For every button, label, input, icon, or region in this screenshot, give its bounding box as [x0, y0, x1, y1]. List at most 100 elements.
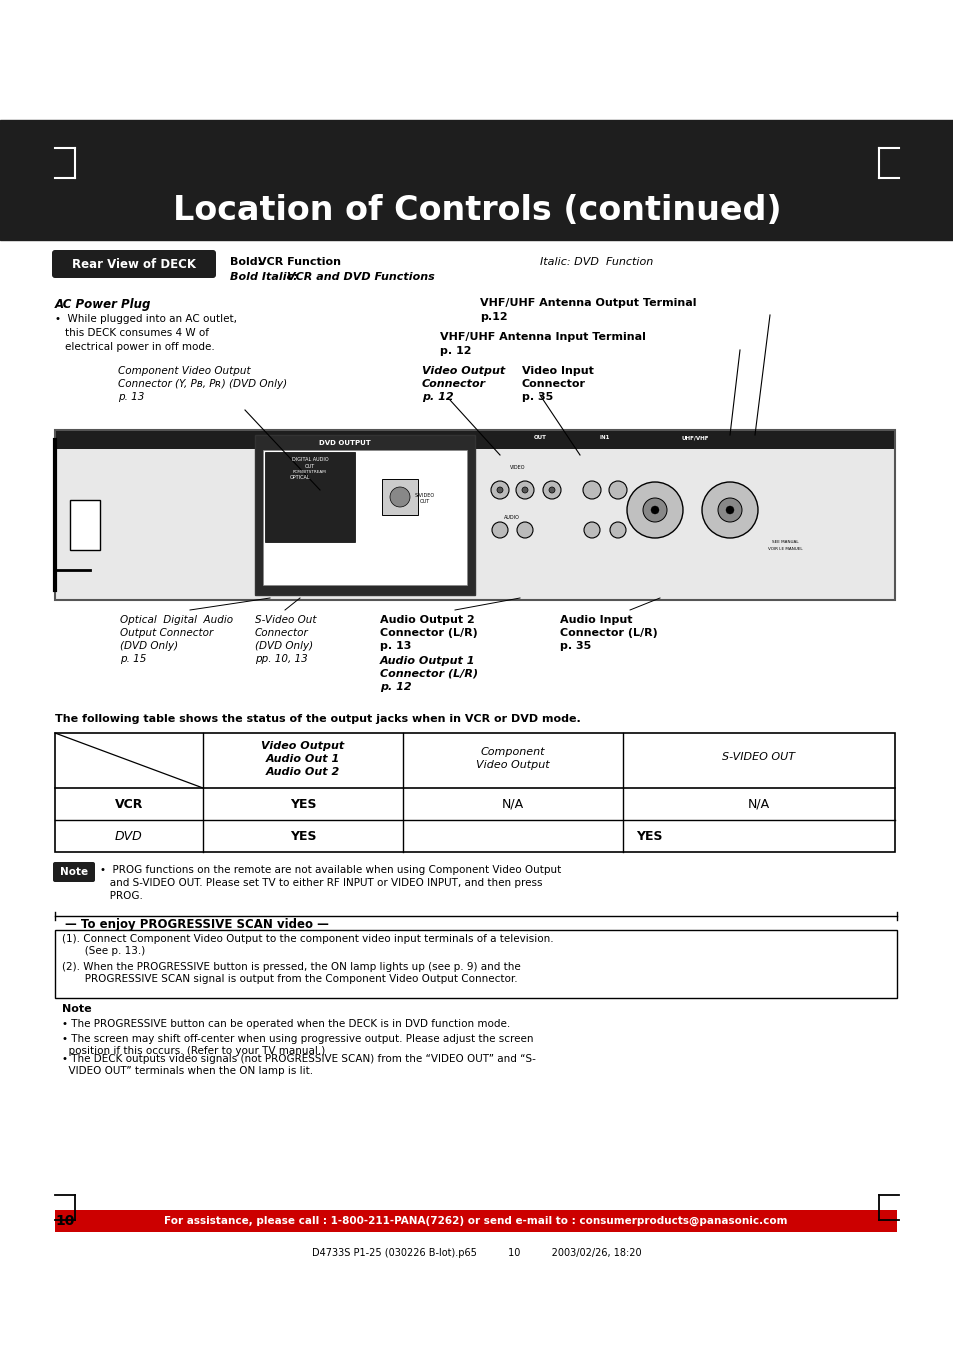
Bar: [55, 1210, 896, 1232]
Text: p.12: p.12: [479, 312, 507, 322]
Text: Connector (L/R): Connector (L/R): [559, 628, 657, 638]
Text: S-VIDEO OUT: S-VIDEO OUT: [721, 753, 795, 762]
Circle shape: [718, 499, 741, 521]
Text: D4733S P1-25 (030226 B-lot).p65          10          2003/02/26, 18:20: D4733S P1-25 (030226 B-lot).p65 10 2003/…: [312, 1248, 641, 1258]
Bar: [265, 453, 355, 542]
Text: YES: YES: [635, 830, 661, 843]
Text: Audio Output 1: Audio Output 1: [379, 657, 475, 666]
Bar: [254, 435, 475, 594]
Circle shape: [548, 486, 555, 493]
Circle shape: [497, 486, 502, 493]
Circle shape: [516, 481, 534, 499]
Text: Video Output: Video Output: [421, 366, 505, 376]
Text: DVD: DVD: [115, 830, 143, 843]
Bar: [0, 120, 953, 240]
Bar: [55, 734, 894, 852]
Text: DVD OUTPUT: DVD OUTPUT: [319, 440, 371, 446]
Text: YES: YES: [290, 830, 315, 843]
Bar: [56, 431, 893, 449]
Text: Audio Output 2: Audio Output 2: [379, 615, 475, 626]
Bar: [579, 431, 629, 449]
Text: • The DECK outputs video signals (not PROGRESSIVE SCAN) from the “VIDEO OUT” and: • The DECK outputs video signals (not PR…: [62, 1054, 536, 1077]
FancyBboxPatch shape: [52, 250, 215, 278]
Circle shape: [582, 481, 600, 499]
Text: Output Connector: Output Connector: [120, 628, 213, 638]
Text: Connector: Connector: [421, 380, 486, 389]
Text: p. 35: p. 35: [521, 392, 553, 403]
Text: this DECK consumes 4 W of: this DECK consumes 4 W of: [65, 328, 209, 338]
Text: p. 12: p. 12: [379, 682, 411, 692]
Bar: [381, 480, 417, 515]
Bar: [70, 500, 100, 550]
Text: Bold Italic:: Bold Italic:: [230, 272, 297, 282]
Bar: [635, 431, 754, 449]
Circle shape: [491, 481, 509, 499]
Text: UHF/VHF: UHF/VHF: [680, 435, 708, 440]
Circle shape: [390, 486, 410, 507]
Text: •  While plugged into an AC outlet,: • While plugged into an AC outlet,: [55, 313, 236, 324]
Text: (2). When the PROGRESSIVE button is pressed, the ON lamp lights up (see p. 9) an: (2). When the PROGRESSIVE button is pres…: [62, 962, 520, 985]
Text: Connector (L/R): Connector (L/R): [379, 669, 477, 680]
Text: p. 15: p. 15: [120, 654, 146, 663]
Text: p. 12: p. 12: [439, 346, 471, 357]
Circle shape: [517, 521, 533, 538]
Text: p. 13: p. 13: [118, 392, 144, 403]
Circle shape: [609, 521, 625, 538]
Text: VIDEO: VIDEO: [510, 465, 525, 470]
Text: OPTICAL: OPTICAL: [290, 476, 310, 480]
Circle shape: [608, 481, 626, 499]
Text: VCR and DVD Functions: VCR and DVD Functions: [287, 272, 435, 282]
Text: Rear View of DECK: Rear View of DECK: [71, 258, 195, 270]
Text: YES: YES: [290, 797, 315, 811]
Text: Location of Controls (continued): Location of Controls (continued): [172, 193, 781, 227]
Text: (DVD Only): (DVD Only): [254, 640, 313, 651]
Text: OUT: OUT: [419, 499, 430, 504]
Circle shape: [626, 482, 682, 538]
Text: — To enjoy PROGRESSIVE SCAN video —: — To enjoy PROGRESSIVE SCAN video —: [65, 917, 329, 931]
Text: IN1: IN1: [599, 435, 610, 440]
Text: Connector: Connector: [521, 380, 585, 389]
Text: • The screen may shift off-center when using progressive output. Please adjust t: • The screen may shift off-center when u…: [62, 1034, 533, 1056]
Text: electrical power in off mode.: electrical power in off mode.: [65, 342, 214, 353]
Bar: [263, 450, 467, 585]
Text: (1). Connect Component Video Output to the component video input terminals of a : (1). Connect Component Video Output to t…: [62, 934, 553, 957]
Text: p. 13: p. 13: [379, 640, 411, 651]
Text: OUT: OUT: [305, 463, 314, 469]
Text: Note: Note: [60, 867, 88, 877]
Bar: [55, 929, 896, 998]
Text: Video Output
Audio Out 1
Audio Out 2: Video Output Audio Out 1 Audio Out 2: [261, 740, 344, 777]
Text: VHF/UHF Antenna Input Terminal: VHF/UHF Antenna Input Terminal: [439, 332, 645, 342]
Text: For assistance, please call : 1-800-211-PANA(7262) or send e-mail to : consumerp: For assistance, please call : 1-800-211-…: [164, 1216, 787, 1227]
Text: N/A: N/A: [501, 797, 523, 811]
Circle shape: [725, 507, 733, 513]
Text: S-Video Out: S-Video Out: [254, 615, 316, 626]
Text: Connector: Connector: [254, 628, 309, 638]
Text: Optical  Digital  Audio: Optical Digital Audio: [120, 615, 233, 626]
Text: VCR: VCR: [114, 797, 143, 811]
Circle shape: [642, 499, 666, 521]
Text: p. 12: p. 12: [421, 392, 453, 403]
Text: VCR Function: VCR Function: [257, 257, 340, 267]
Text: DIGITAL AUDIO: DIGITAL AUDIO: [292, 457, 328, 462]
Text: pp. 10, 13: pp. 10, 13: [254, 654, 308, 663]
Bar: [55, 430, 894, 600]
Circle shape: [701, 482, 758, 538]
Text: SEE MANUAL: SEE MANUAL: [771, 540, 798, 544]
Text: Connector (L/R): Connector (L/R): [379, 628, 477, 638]
Text: • The PROGRESSIVE button can be operated when the DECK is in DVD function mode.: • The PROGRESSIVE button can be operated…: [62, 1019, 510, 1029]
Circle shape: [492, 521, 507, 538]
Text: AC Power Plug: AC Power Plug: [55, 299, 152, 311]
FancyBboxPatch shape: [53, 862, 95, 882]
Text: VHF/UHF Antenna Output Terminal: VHF/UHF Antenna Output Terminal: [479, 299, 696, 308]
Text: Connector (Y, Pʙ, Pʀ) (DVD Only): Connector (Y, Pʙ, Pʀ) (DVD Only): [118, 380, 287, 389]
Text: (DVD Only): (DVD Only): [120, 640, 178, 651]
Text: Component Video Output: Component Video Output: [118, 366, 251, 376]
Text: OUT: OUT: [533, 435, 546, 440]
Circle shape: [650, 507, 659, 513]
Text: Italic: DVD  Function: Italic: DVD Function: [539, 257, 653, 267]
Text: AUDIO: AUDIO: [503, 515, 519, 520]
Text: Bold:: Bold:: [230, 257, 262, 267]
Text: N/A: N/A: [747, 797, 769, 811]
Circle shape: [521, 486, 527, 493]
Text: PCM/BITSTREAM: PCM/BITSTREAM: [293, 470, 327, 474]
